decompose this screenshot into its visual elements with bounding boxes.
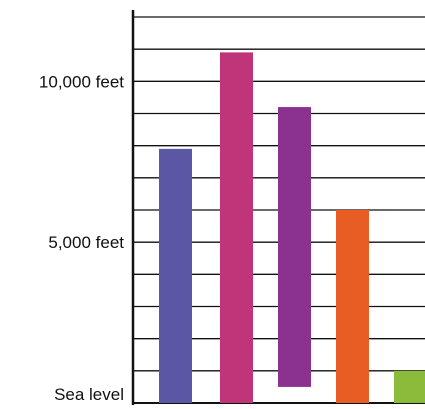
- bar-4: [336, 210, 369, 403]
- y-tick-label: Sea level: [54, 385, 124, 404]
- bar-1: [159, 148, 192, 403]
- y-tick-labels: Sea level 5,000 feet 10,000 feet: [39, 72, 124, 404]
- bar-5: [394, 370, 425, 403]
- y-tick-label: 5,000 feet: [48, 233, 124, 252]
- y-tick-label: 10,000 feet: [39, 72, 124, 91]
- bar-2: [220, 52, 253, 404]
- bar-3: [278, 107, 311, 387]
- bars: [159, 52, 425, 404]
